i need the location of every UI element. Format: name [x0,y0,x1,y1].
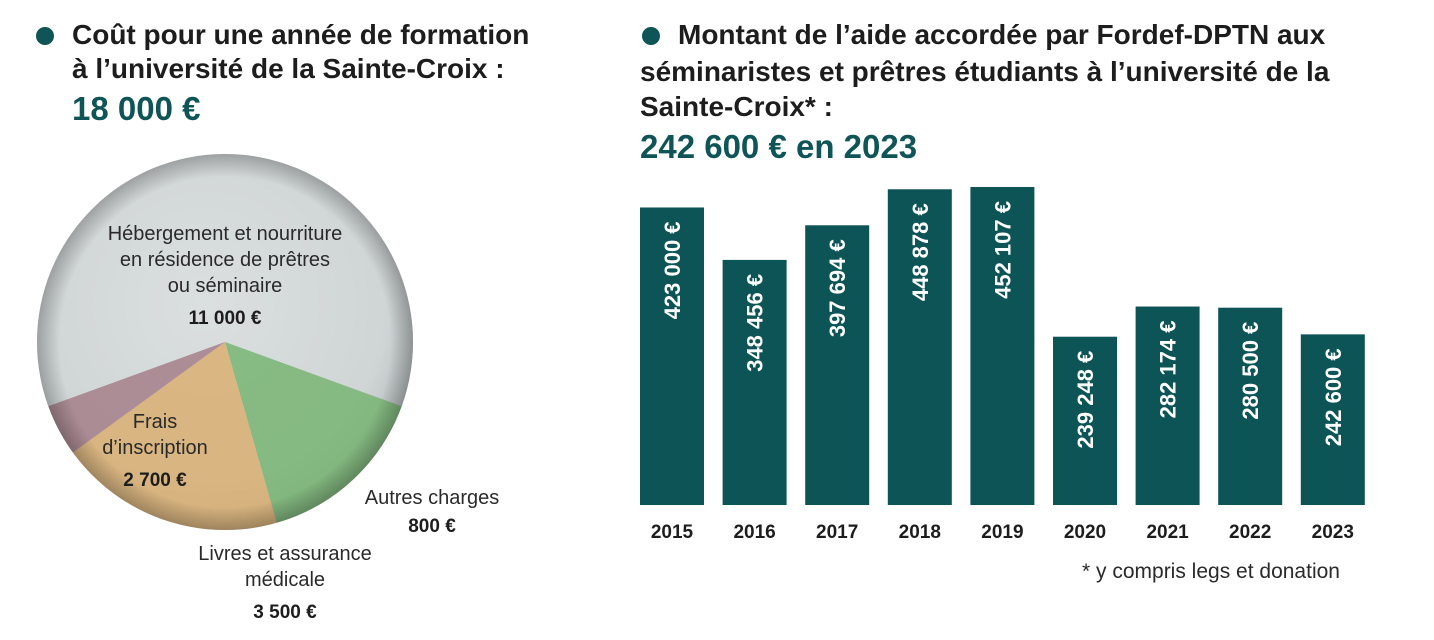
bar-2015 [640,207,704,505]
bar-value-label-2017: 397 694 € [825,239,850,337]
pie-value-housing: 11 000 € [189,308,262,329]
bar-value-label-2021: 282 174 € [1156,321,1181,419]
bar-category-label-2015: 2015 [651,522,694,543]
bar-total: 242 600 € en 2023 [640,128,918,165]
pie-label-housing-line3: ou séminaire [168,275,283,297]
pie-label-housing-line2: en résidence de prêtres [120,249,330,271]
bar-category-label-2018: 2018 [899,522,941,543]
bar-heading-line1: Montant de l’aide accordée par Fordef-DP… [678,19,1326,50]
bar-2022 [1218,307,1283,505]
bar-value-label-2018: 448 878 € [908,203,933,301]
bar-2020 [1053,336,1117,505]
bar-value-label-2023: 242 600 € [1321,348,1346,446]
pie-label-other-line1: Autres charges [365,487,500,509]
bar-2016 [722,259,787,505]
bar-value-label-2015: 423 000 € [660,221,685,319]
bar-2018 [887,189,952,506]
pie-total: 18 000 € [72,90,201,127]
pie-label-books-line1: Livres et assurance [198,543,371,565]
bar-category-label-2020: 2020 [1064,522,1106,543]
bar-2017 [805,225,870,506]
bar-category-label-2019: 2019 [981,522,1023,543]
pie-label-books-line2: médicale [245,569,325,591]
pie-value-other: 800 € [408,516,456,537]
bar-category-label-2017: 2017 [816,522,858,543]
bar-value-label-2022: 280 500 € [1238,322,1263,420]
pie-label-fees-line2: d’inscription [102,437,208,459]
bar-value-label-2016: 348 456 € [743,274,768,372]
footnote: * y compris legs et donation [1082,560,1340,583]
bullet-left [36,27,54,45]
pie-value-fees: 2 700 € [123,470,187,491]
bar-2023 [1300,334,1365,505]
bar-category-label-2016: 2016 [733,522,775,543]
bar-heading-line3: Sainte-Croix* : [640,91,833,122]
pie-label-housing-line1: Hébergement et nourriture [108,223,343,245]
bar-heading-line2: séminaristes et prêtres étudiants à l’un… [640,56,1330,87]
pie-heading-line1: Coût pour une année de formation [72,19,530,50]
bar-category-label-2023: 2023 [1312,522,1354,543]
bar-value-label-2020: 239 248 € [1073,351,1098,449]
pie-chart: Hébergement et nourriture en résidence de… [36,153,500,623]
bar-chart: 423 000 € 2015 348 456 € 2016 397 694 € 2017 4… [640,187,1365,543]
bar-category-label-2021: 2021 [1146,522,1189,543]
bar-value-label-2019: 452 107 € [990,201,1015,299]
pie-value-books: 3 500 € [253,602,317,623]
pie-label-fees-line1: Frais [133,411,177,433]
bar-category-label-2022: 2022 [1229,522,1271,543]
bar-2021 [1135,306,1200,505]
pie-heading-line2: à l’université de la Sainte-Croix : [72,53,505,84]
pie-rim-shade [37,154,413,530]
bullet-right [642,27,660,45]
bar-2019 [970,187,1035,505]
